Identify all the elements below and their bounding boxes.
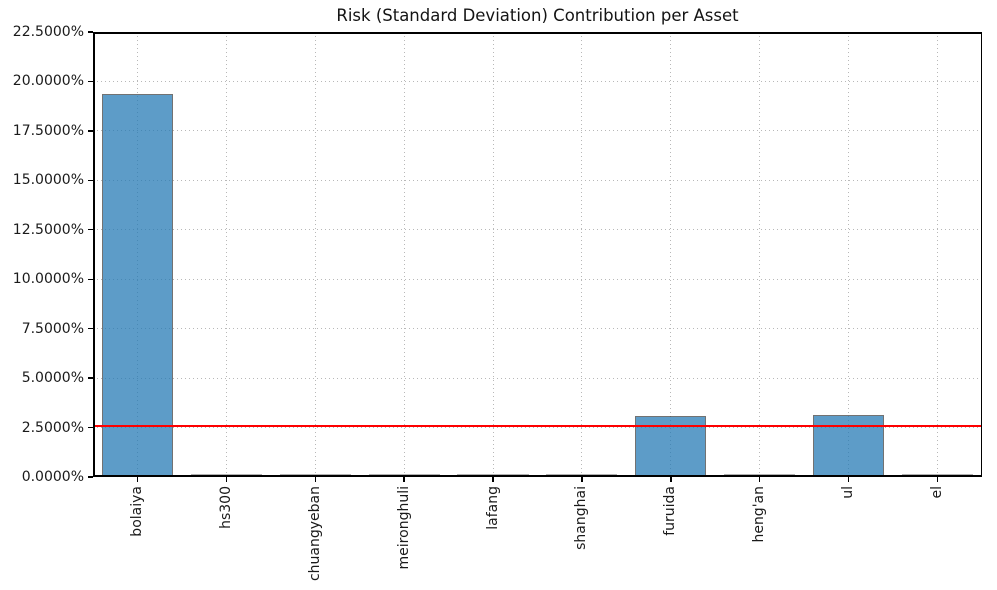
bar-lafang [457, 473, 529, 476]
h-gridline [93, 278, 982, 280]
x-tick-mark [847, 477, 850, 482]
x-tick-label: heng'an [751, 486, 768, 543]
y-tick-label: 5.0000% [21, 370, 84, 387]
left-spine [93, 32, 95, 477]
y-tick-mark [87, 130, 93, 132]
y-tick-mark [87, 229, 93, 231]
x-tick-label: meironghuli [395, 486, 412, 570]
chart-title: Risk (Standard Deviation) Contribution p… [336, 6, 739, 25]
bar-bolaiya [101, 93, 173, 477]
x-tick-label: bolaiya [128, 486, 145, 537]
v-gridline [937, 32, 939, 477]
y-tick-mark [87, 80, 93, 83]
y-tick-mark [87, 377, 93, 379]
x-tick-label: chuangyeban [306, 486, 323, 582]
x-tick-label: hs300 [217, 486, 234, 529]
x-tick-mark [670, 477, 672, 482]
h-gridline [93, 377, 982, 379]
x-tick-label: ul [840, 486, 857, 499]
reference-line [93, 424, 982, 428]
x-tick-mark [225, 477, 228, 482]
y-tick-label: 15.0000% [12, 172, 84, 189]
y-tick-label: 12.5000% [12, 221, 84, 238]
y-tick-mark [87, 278, 93, 280]
y-tick-label: 10.0000% [12, 271, 84, 288]
x-tick-mark [314, 477, 316, 482]
h-gridline [93, 179, 982, 181]
x-tick-mark [136, 477, 139, 482]
v-gridline [848, 32, 850, 477]
x-tick-label: lafang [484, 486, 501, 530]
h-gridline [93, 229, 982, 231]
bar-chuangyeban [279, 473, 351, 476]
bottom-spine [93, 475, 982, 477]
x-tick-label: shanghai [573, 486, 590, 550]
bar-heng-an [724, 473, 796, 476]
y-tick-mark [87, 31, 93, 33]
plot-area [93, 31, 982, 477]
v-gridline [670, 32, 672, 477]
y-tick-mark [87, 476, 93, 478]
x-tick-mark [492, 477, 494, 482]
y-tick-mark [87, 179, 93, 182]
v-gridline [314, 32, 316, 477]
x-tick-label: furuida [662, 486, 679, 536]
v-gridline [759, 32, 761, 477]
h-gridline [93, 130, 982, 132]
y-tick-label: 0.0000% [21, 469, 84, 485]
v-gridline [581, 32, 583, 477]
y-tick-label: 7.5000% [21, 320, 84, 337]
x-tick-label: el [929, 486, 946, 499]
bar-hs300 [190, 473, 262, 476]
h-gridline [93, 328, 982, 330]
y-tick-label: 17.5000% [12, 122, 84, 139]
bar-meironghuli [368, 473, 440, 476]
x-tick-mark [581, 477, 583, 482]
x-tick-mark [936, 477, 939, 482]
bar-shanghai [546, 473, 618, 476]
x-tick-mark [759, 477, 761, 482]
v-gridline [403, 32, 405, 477]
h-gridline [93, 427, 982, 429]
y-tick-label: 2.5000% [21, 419, 84, 436]
v-gridline [492, 32, 494, 477]
y-tick-mark [87, 426, 93, 429]
y-tick-label: 20.0000% [12, 73, 84, 90]
bar-el [901, 473, 974, 476]
v-gridline [225, 32, 227, 477]
top-spine [93, 32, 982, 34]
right-spine [980, 32, 982, 477]
y-tick-mark [87, 327, 93, 330]
y-tick-label: 22.5000% [12, 24, 84, 40]
h-gridline [93, 80, 982, 82]
x-tick-mark [403, 477, 405, 482]
